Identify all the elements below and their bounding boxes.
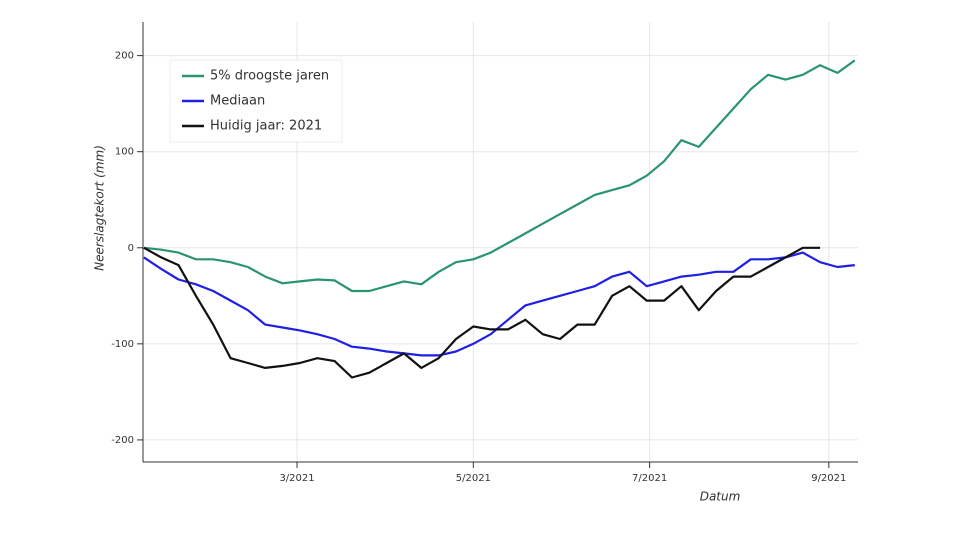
y-tick-label: 100 <box>115 147 134 158</box>
x-tick-label: 9/2021 <box>811 473 846 484</box>
y-axis-label: Neerslagtekort (mm) <box>93 145 107 271</box>
legend-label: Mediaan <box>210 94 265 109</box>
x-tick-label: 7/2021 <box>632 473 667 484</box>
series-line <box>143 246 821 379</box>
x-axis-label: Datum <box>700 490 741 504</box>
x-tick-label: 3/2021 <box>279 473 314 484</box>
series-line <box>143 251 855 357</box>
x-tick-label: 5/2021 <box>456 473 491 484</box>
y-tick-label: -200 <box>111 435 134 446</box>
y-tick-label: -100 <box>111 339 134 350</box>
y-tick-label: 200 <box>115 51 134 62</box>
series-line <box>143 59 856 293</box>
y-tick-label: 0 <box>128 243 134 254</box>
legend-label: 5% droogste jaren <box>210 69 329 84</box>
legend-label: Huidig jaar: 2021 <box>210 119 322 134</box>
legend: 5% droogste jaren Mediaan Huidig jaar: 202… <box>169 59 343 143</box>
